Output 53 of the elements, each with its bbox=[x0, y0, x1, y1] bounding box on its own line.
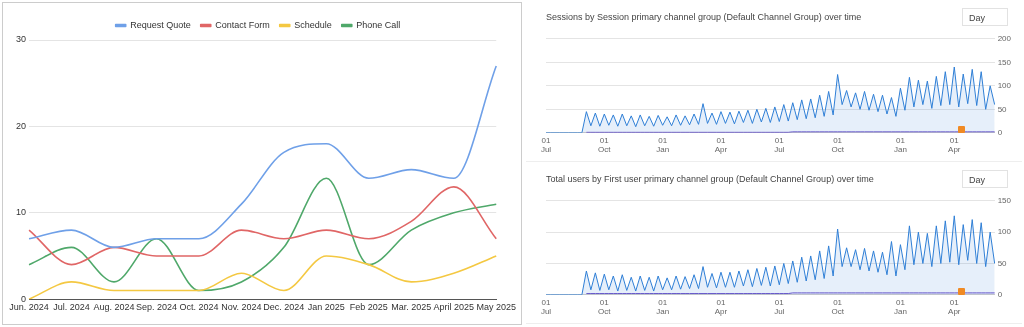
x-tick-label: Sep. 2024 bbox=[135, 302, 177, 313]
x-tick-label: 01 Jan bbox=[893, 297, 907, 317]
x-tick-label: Feb 2025 bbox=[349, 302, 388, 313]
x-tick-label: Jul. 2024 bbox=[53, 302, 90, 313]
y-tick-label: 100 bbox=[997, 227, 1012, 237]
x-tick-label: 01 Apr bbox=[948, 135, 961, 155]
chart-title: Sessions by Session primary channel group (Default Channel Group) over time bbox=[546, 11, 862, 22]
x-tick-label: 01 Apr bbox=[714, 135, 728, 155]
y-tick-label: 0 bbox=[997, 290, 1003, 299]
x-tick-label: Jun. 2024 bbox=[9, 302, 49, 313]
legend-label: Contact Form bbox=[215, 19, 270, 30]
dropdown: Day bbox=[962, 170, 1008, 188]
x-tick-label: Oct. 2024 bbox=[179, 302, 219, 313]
y-tick-label: 50 bbox=[997, 104, 1008, 114]
x-tick-label: 01 Oct bbox=[598, 135, 612, 155]
x-tick-label: 01 Apr bbox=[948, 297, 961, 317]
y-tick-label: 50 bbox=[997, 258, 1008, 268]
x-tick-label: May 2025 bbox=[476, 302, 516, 313]
x-tick-label: 01 Jan bbox=[893, 135, 907, 155]
x-tick-label: 01 Oct bbox=[831, 135, 845, 155]
dropdown: Day bbox=[962, 8, 1008, 26]
x-tick-label: 01 Jul bbox=[540, 135, 552, 155]
legend-label: Phone Call bbox=[356, 19, 401, 30]
chart-title: Total users by First user primary channel group (Default Channel Group) over time bbox=[546, 173, 874, 184]
x-tick-label: 01 Oct bbox=[831, 297, 845, 317]
x-tick-label: 01 Jul bbox=[774, 297, 785, 317]
x-tick-label: 01 Jan bbox=[656, 297, 670, 317]
line-series bbox=[28, 177, 498, 292]
y-tick-label: 150 bbox=[997, 196, 1012, 205]
x-tick-label: 01 Jan bbox=[656, 135, 670, 155]
y-tick-label: 100 bbox=[997, 81, 1012, 90]
y-tick-label: 200 bbox=[997, 34, 1012, 43]
y-tick-label: 150 bbox=[997, 57, 1012, 67]
x-tick-label: Dec. 2024 bbox=[263, 302, 305, 313]
x-tick-label: April 2025 bbox=[433, 302, 475, 313]
x-tick-label: Aug. 2024 bbox=[93, 302, 135, 313]
x-tick-label: Mar. 2025 bbox=[391, 302, 432, 313]
y-tick-label: 20 bbox=[16, 120, 27, 131]
x-tick-label: Jan 2025 bbox=[307, 302, 345, 313]
y-tick-label: 10 bbox=[16, 207, 27, 218]
y-tick-label: 0 bbox=[21, 293, 27, 304]
x-tick-label: Nov. 2024 bbox=[221, 302, 262, 313]
x-tick-label: 01 Oct bbox=[598, 297, 612, 317]
line-series bbox=[28, 255, 498, 300]
line-series bbox=[28, 65, 498, 249]
legend-label: Schedule bbox=[294, 19, 332, 30]
y-tick-label: 30 bbox=[16, 34, 27, 45]
y-tick-label: 0 bbox=[997, 128, 1003, 137]
legend-label: Request Quote bbox=[130, 19, 191, 30]
x-tick-label: 01 Jul bbox=[774, 135, 785, 155]
x-tick-label: 01 Jul bbox=[540, 297, 552, 317]
line-series bbox=[28, 186, 498, 266]
x-tick-label: 01 Apr bbox=[714, 297, 728, 317]
